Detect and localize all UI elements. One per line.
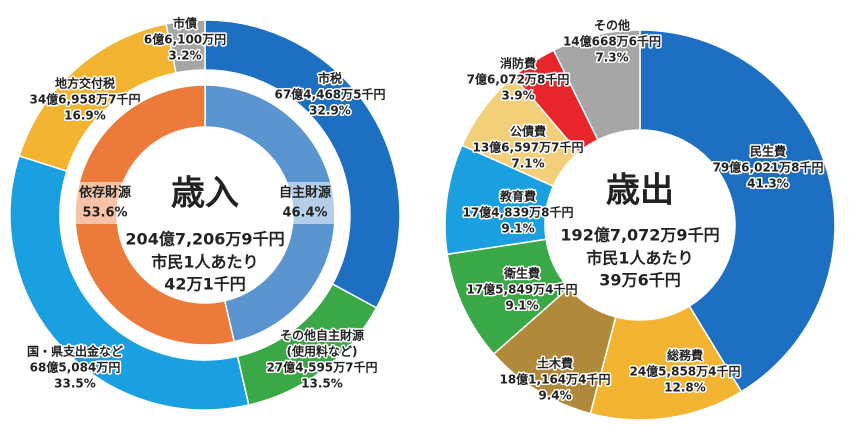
amount-label: 17億4,839万8千円 [462,205,573,220]
donut-slice [74,84,236,346]
category-label: 市債 [173,16,197,31]
category-label: 教育費 [499,189,536,204]
center-per-capita-label: 市民1人あたり [586,249,693,268]
amount-label: 27億4,595万7千円 [266,360,377,375]
amount-label: 34億6,958万7千円 [29,92,140,107]
donut-slice [204,19,401,309]
category-note: (使用料など) [287,344,358,359]
donut-slice [639,29,836,393]
percent-label: 7.1% [511,157,544,171]
category-label: 公債費 [510,124,546,139]
center-title: 歳出 [606,171,674,211]
category-label: 土木費 [537,356,573,371]
label-box [69,182,141,224]
percent-label: 12.8% [664,381,706,395]
category-label: 総務費 [667,348,703,363]
percent-label: 13.5% [301,377,343,391]
amount-label: 17億5,849万4千円 [466,282,577,297]
category-label: 衛生費 [503,266,540,281]
percent-label: 9.1% [505,299,538,313]
percent-label: 3.9% [501,89,534,103]
donut-slice [204,84,336,343]
percent-label: 46.4% [282,206,327,221]
category-label: 自主財源 [279,185,331,201]
category-label: その他自主財源 [280,328,364,343]
amount-label: 7億6,072万8千円 [467,72,570,87]
center-per-capita: 42万1千円 [164,275,245,294]
percent-label: 7.3% [595,51,628,65]
center-total: 192億7,072万9千円 [560,226,719,245]
category-label: 地方交付税 [55,76,115,91]
percent-label: 3.2% [168,49,201,63]
amount-label: 14億668万6千円 [563,34,661,49]
amount-label: 18億1,164万4千円 [499,372,610,387]
category-label: 民生費 [750,144,786,159]
amount-label: 24億5,858万4千円 [629,364,740,379]
percent-label: 16.9% [64,109,106,123]
category-label: 国・県支出金など [27,344,123,359]
donut-slice [165,19,206,74]
percent-label: 9.1% [501,222,534,236]
center-title: 歳入 [171,174,239,214]
category-label: その他 [594,18,630,33]
donut-slice [9,154,250,411]
percent-label: 9.4% [538,389,571,403]
category-label: 依存財源 [79,185,131,201]
donut-slice [552,29,641,141]
amount-label: 67億4,468万5千円 [274,87,385,102]
percent-label: 33.5% [54,377,96,391]
percent-label: 41.3% [747,177,789,191]
amount-label: 6億6,100万円 [144,32,226,47]
amount-label: 68億5,084万円 [30,360,121,375]
amount-label: 79億6,021万8千円 [712,160,823,175]
category-label: 消防費 [500,56,536,71]
center-per-capita-label: 市民1人あたり [151,253,258,272]
category-label: 市税 [318,71,342,86]
percent-label: 53.6% [82,206,127,221]
amount-label: 13億6,597万7千円 [472,140,583,155]
center-per-capita: 39万6千円 [599,271,680,290]
center-total: 204億7,206万9千円 [125,230,284,249]
percent-label: 32.9% [309,104,351,118]
label-box [269,182,341,224]
